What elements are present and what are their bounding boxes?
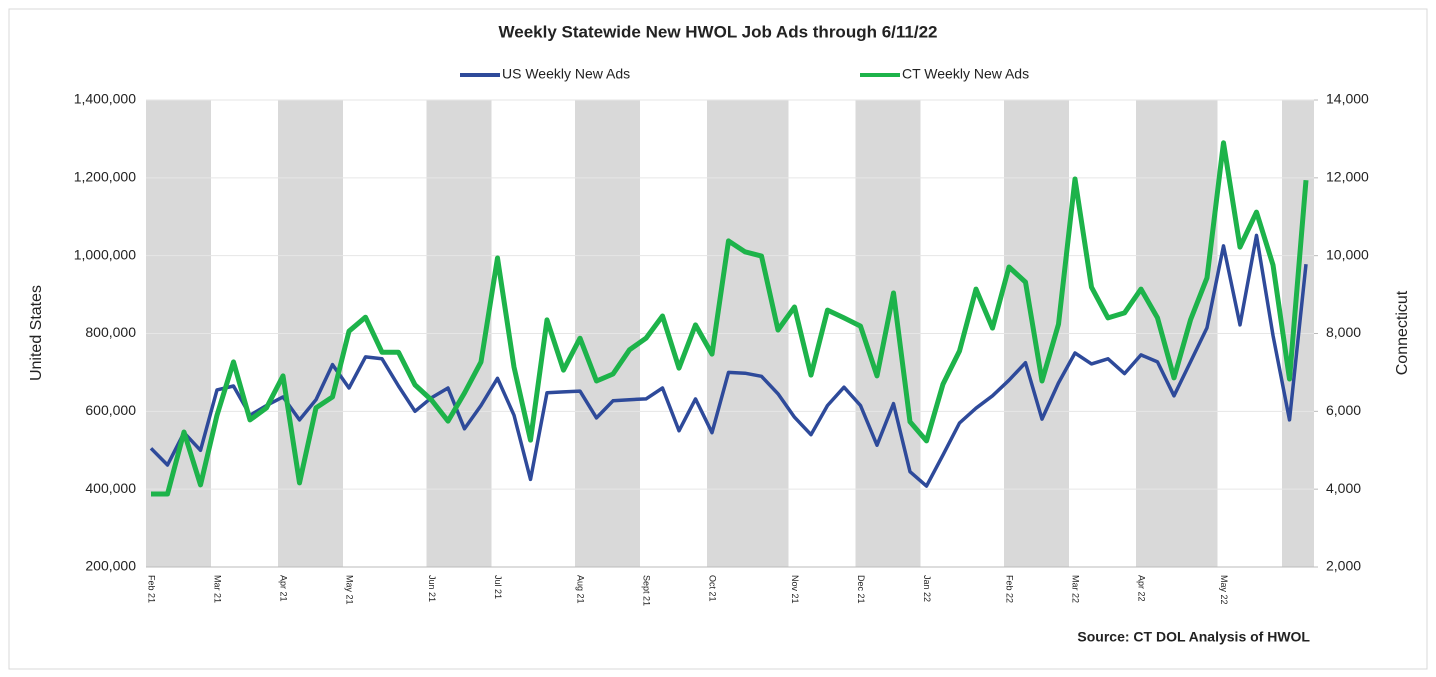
y2-tick-label: 2,000 [1326, 558, 1361, 574]
x-tick-label: Mar 21 [213, 575, 223, 603]
y2-tick-label: 4,000 [1326, 480, 1361, 496]
y2-axis-title: Connecticut [1394, 290, 1411, 375]
y2-tick-label: 12,000 [1326, 169, 1369, 185]
source-note: Source: CT DOL Analysis of HWOL [1077, 629, 1310, 645]
x-tick-label: Aug 21 [576, 575, 586, 604]
x-tick-label: Oct 21 [708, 575, 718, 602]
x-tick-label: Jul 21 [493, 575, 503, 599]
chart-title: Weekly Statewide New HWOL Job Ads throug… [499, 22, 938, 41]
y2-tick-label: 6,000 [1326, 402, 1361, 418]
y-tick-label: 1,200,000 [74, 169, 136, 185]
x-tick-label: Jan 22 [922, 575, 932, 602]
legend-label: CT Weekly New Ads [902, 66, 1029, 82]
x-tick-label: Nov 21 [790, 575, 800, 604]
y-tick-label: 1,000,000 [74, 246, 136, 262]
x-tick-label: May 22 [1219, 575, 1229, 605]
x-tick-label: Apr 22 [1137, 575, 1147, 602]
x-tick-label: Dec 21 [856, 575, 866, 604]
x-tick-label: Apr 21 [279, 575, 289, 602]
x-tick-label: Feb 21 [147, 575, 157, 603]
y2-tick-label: 10,000 [1326, 246, 1369, 262]
y2-tick-label: 14,000 [1326, 91, 1369, 107]
y-axis-title: United States [28, 285, 45, 381]
x-tick-label: Feb 22 [1005, 575, 1015, 603]
y-tick-label: 600,000 [85, 402, 136, 418]
x-tick-label: Sept 21 [642, 575, 652, 606]
x-tick-label: Mar 22 [1071, 575, 1081, 603]
y-tick-label: 200,000 [85, 558, 136, 574]
y-tick-label: 400,000 [85, 480, 136, 496]
y-tick-label: 1,400,000 [74, 91, 136, 107]
y2-tick-label: 8,000 [1326, 324, 1361, 340]
series-line [151, 140, 1309, 497]
x-tick-label: May 21 [345, 575, 355, 605]
x-tick-label: Jun 21 [427, 575, 437, 602]
series-line [149, 233, 1308, 488]
legend-label: US Weekly New Ads [502, 66, 630, 82]
y-tick-label: 800,000 [85, 324, 136, 340]
